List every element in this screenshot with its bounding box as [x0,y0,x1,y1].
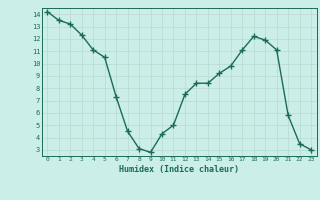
X-axis label: Humidex (Indice chaleur): Humidex (Indice chaleur) [119,165,239,174]
